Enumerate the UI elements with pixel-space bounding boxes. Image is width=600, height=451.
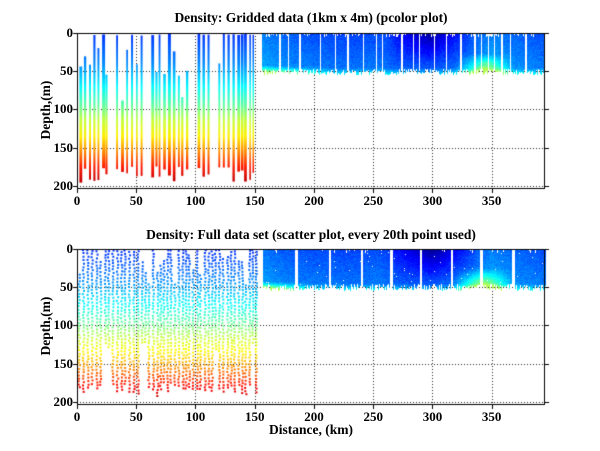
x-tick-label: 350 xyxy=(481,409,502,424)
x-tick-label: 0 xyxy=(73,409,81,424)
y-tick-label: 0 xyxy=(66,25,74,40)
y-tick-label: 200 xyxy=(53,393,74,409)
x-tick-label: 350 xyxy=(481,193,502,208)
scatter-plot-canvas xyxy=(72,244,550,410)
y-tick-label: 150 xyxy=(53,355,74,371)
plot-title-scatter: Density: Full data set (scatter plot, ev… xyxy=(146,227,476,242)
y-tick-label: 150 xyxy=(53,139,74,155)
x-tick-label: 50 xyxy=(129,193,143,208)
x-tick-label: 100 xyxy=(185,193,206,208)
x-tick-label: 150 xyxy=(244,409,265,424)
y-tick-label: 200 xyxy=(53,177,74,193)
x-tick-label: 300 xyxy=(422,193,443,208)
x-tick-label: 50 xyxy=(129,409,143,424)
x-axis-label: Distance, (km) xyxy=(269,422,353,437)
x-tick-label: 250 xyxy=(363,193,383,208)
x-tick-label: 200 xyxy=(304,193,324,208)
x-tick-label: 0 xyxy=(73,193,81,208)
y-tick-label: 0 xyxy=(66,241,74,256)
x-tick-label: 300 xyxy=(422,409,443,424)
y-tick-label: 50 xyxy=(60,63,73,79)
y-tick-label: 100 xyxy=(53,317,74,333)
y-tick-label: 100 xyxy=(53,101,74,117)
x-tick-label: 100 xyxy=(185,409,206,424)
y-tick-label: 50 xyxy=(60,279,73,295)
x-tick-label: 250 xyxy=(363,409,383,424)
plot-title-gridded: Density: Gridded data (1km x 4m) (pcolor… xyxy=(174,10,448,25)
x-tick-label: 150 xyxy=(244,193,265,208)
x-tick-label: 200 xyxy=(304,409,324,424)
pcolor-plot-canvas xyxy=(72,28,550,194)
